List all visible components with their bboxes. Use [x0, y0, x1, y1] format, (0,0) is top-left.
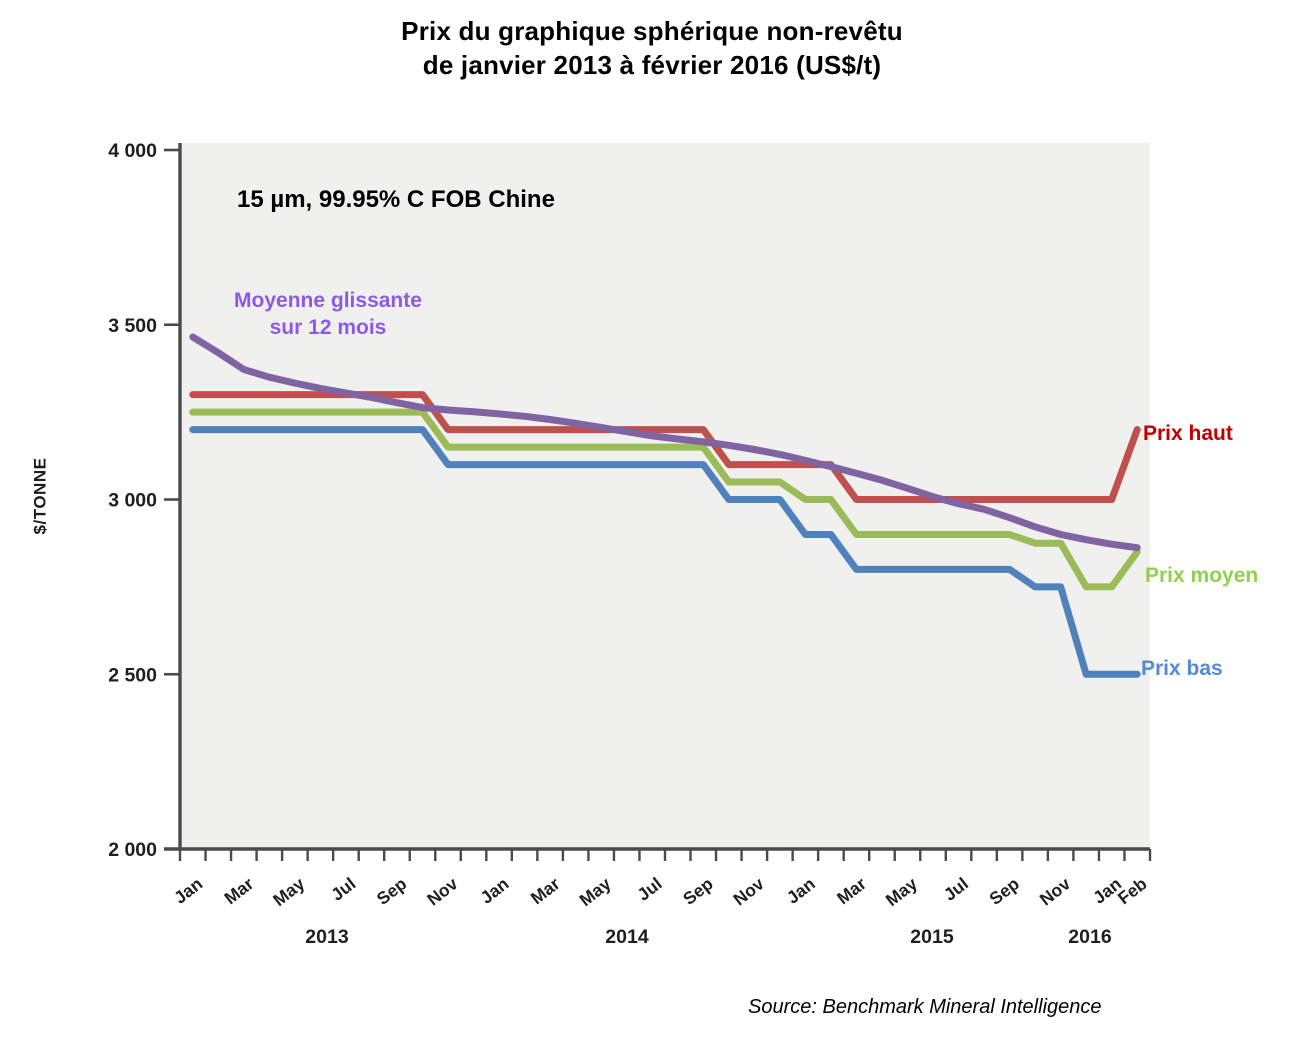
year-label: 2016 [1068, 926, 1112, 948]
x-tick-label: Sep [679, 873, 717, 909]
x-tick-label: Jul [633, 873, 665, 904]
x-tick-label: May [269, 873, 308, 910]
year-label: 2015 [910, 926, 954, 948]
x-tick-label: Mar [527, 873, 564, 908]
x-tick-label: May [882, 873, 921, 910]
x-tick-label: May [576, 873, 615, 910]
series-line-prix-moyen [189, 408, 1141, 591]
y-tick-label: 4 000 [108, 140, 157, 162]
x-tick-label: Nov [1036, 873, 1075, 909]
x-tick-label: Jan [170, 873, 206, 907]
rolling-average-label: Moyenne glissante sur 12 mois [203, 288, 453, 342]
x-tick-label: Sep [373, 873, 411, 909]
series-line-prix-bas [189, 426, 1141, 678]
rolling-average-label-line1: Moyenne glissante [234, 289, 422, 312]
x-tick-label: Nov [729, 873, 768, 909]
y-axis-title: $/TONNE [30, 457, 50, 535]
x-tick-label: Jul [940, 873, 972, 904]
x-tick-label: Mar [220, 873, 257, 908]
legend-prix-haut: Prix haut [1143, 422, 1233, 445]
x-tick-label: Jan [783, 873, 819, 907]
spec-annotation: 15 µm, 99.95% C FOB Chine [237, 186, 555, 213]
year-label: 2014 [605, 926, 649, 948]
x-tick-label: Feb [1114, 873, 1151, 908]
source-credit: Source: Benchmark Mineral Intelligence [748, 996, 1102, 1018]
x-tick-label: Nov [423, 873, 462, 909]
y-tick-label: 2 000 [108, 839, 157, 861]
x-tick-label: Jan [476, 873, 512, 907]
chart-title-line1: Prix du graphique sphérique non-revêtu [401, 16, 903, 46]
x-tick-label: Mar [833, 873, 870, 908]
y-tick-label: 3 000 [108, 490, 157, 512]
chart-title-line2: de janvier 2013 à février 2016 (US$/t) [422, 50, 882, 81]
rolling-average-label-line2: sur 12 mois [269, 315, 387, 339]
chart-title: Prix du graphique sphérique non-revêtu d… [0, 14, 1304, 83]
y-tick-label: 3 500 [108, 315, 157, 337]
y-tick-label: 2 500 [108, 664, 157, 686]
year-label: 2013 [305, 926, 349, 948]
legend-prix-bas: Prix bas [1141, 657, 1223, 680]
x-tick-label: Jul [327, 873, 359, 904]
series-line-moyenne-glissante [189, 333, 1141, 552]
x-tick-label: Sep [985, 873, 1023, 909]
legend-prix-moyen: Prix moyen [1145, 564, 1259, 587]
